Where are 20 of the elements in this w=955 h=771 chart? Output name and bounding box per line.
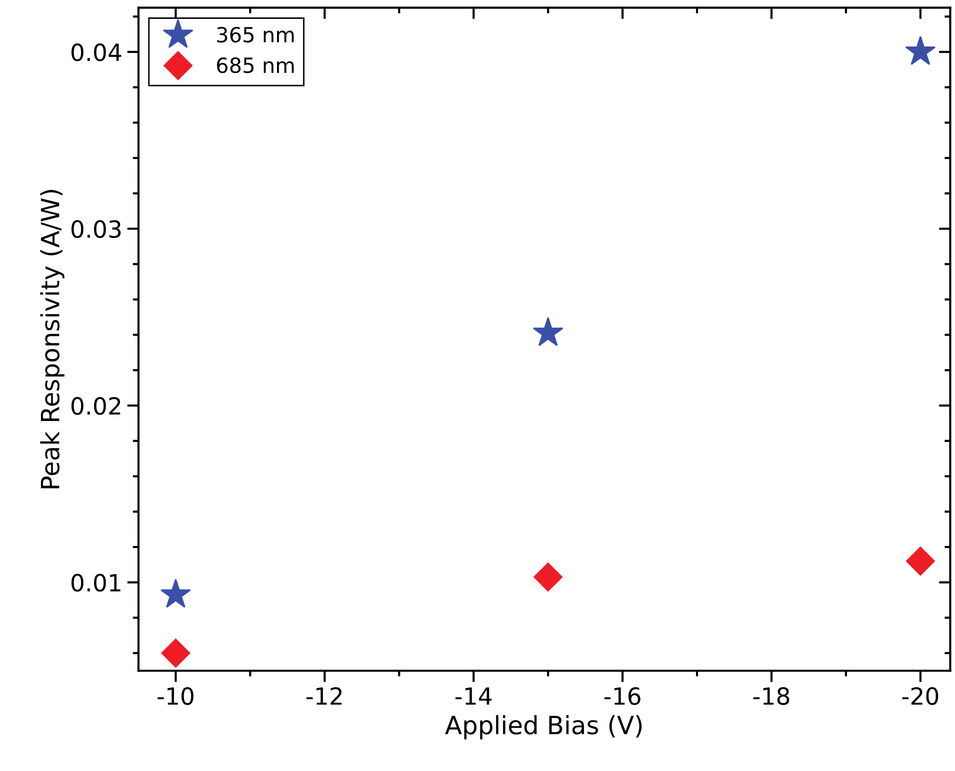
x-tick-label: -10 (158, 687, 194, 706)
y-tick-label: 0.02 (71, 396, 120, 415)
legend-label: 685 nm (217, 57, 294, 74)
y-tick-label: 0.01 (71, 574, 120, 592)
y-tick-label: 0.04 (71, 43, 122, 62)
y-tick-label: 0.03 (71, 220, 121, 238)
point (905, 36, 936, 65)
legend-label: 365 nm (217, 26, 294, 43)
point (532, 317, 564, 346)
point (160, 578, 191, 608)
point (161, 638, 190, 668)
x-tick-label: -20 (902, 687, 938, 706)
x-tick-label: -16 (604, 687, 640, 706)
point (906, 546, 935, 576)
x-tick-label: -18 (753, 687, 790, 706)
x-tick-label: -12 (306, 687, 342, 705)
x-axis-title: Applied Bias (V) (445, 715, 642, 740)
y-axis-title: Peak Responsivity (A/W) (40, 190, 64, 488)
x-tick-label: -14 (455, 687, 492, 705)
point (534, 562, 563, 592)
